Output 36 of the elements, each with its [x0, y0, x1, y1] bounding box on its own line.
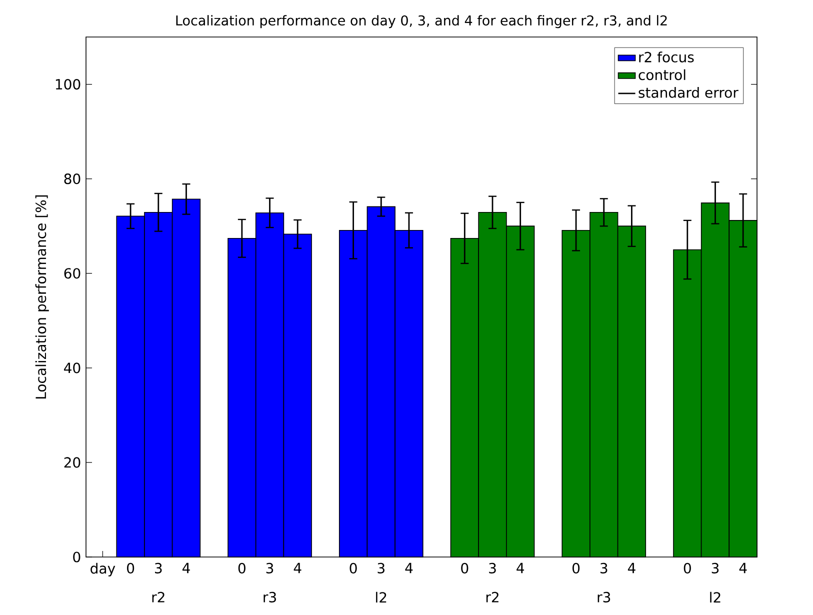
text: r2 [486, 592, 498, 602]
x-tick-label: 0 [572, 562, 580, 574]
y-tick-label: 0 [73, 552, 80, 562]
legend-label: r2 focus [639, 52, 694, 62]
x-tick-label: 4 [294, 562, 302, 574]
text: l2 [376, 592, 386, 603]
y-tick-label: 80 [64, 174, 80, 184]
y-axis-title: Localization performance [%] [35, 195, 49, 398]
x-tick-label: 3 [378, 562, 384, 574]
text: r3 [264, 592, 276, 602]
x-tick-label: 4 [405, 562, 413, 574]
y-tick-label: 100 [56, 78, 80, 90]
x-tick-label: 0 [684, 562, 691, 574]
x-tick-label: 3 [600, 562, 608, 574]
annotation: standard error [638, 87, 738, 98]
x-tick-label: 4 [739, 562, 747, 574]
y-tick-label: 40 [64, 362, 80, 374]
x-tick-label: 0 [127, 562, 134, 574]
x-tick-label: 0 [350, 562, 357, 574]
y-tick-label: 60 [64, 268, 80, 279]
text: l2 [710, 592, 720, 603]
x-tick-label: 0 [238, 562, 246, 574]
x-tick-label: 3 [155, 562, 162, 574]
legend-label: control [638, 69, 686, 80]
chart-title: Localization performance on day 0, 3, and 4 for each finger r2, r3, and l2 [176, 15, 667, 28]
x-tick-label: 3 [489, 562, 496, 574]
text: r3 [598, 592, 610, 602]
y-tick-label: 20 [64, 457, 80, 468]
text: r2 [152, 592, 164, 602]
x-tick-label: 4 [182, 562, 190, 574]
x-tick-label: 4 [516, 562, 524, 574]
x-tick-label: 0 [461, 562, 468, 574]
x-tick-label: 4 [628, 562, 636, 574]
x-tick-label: 3 [266, 562, 274, 574]
x-tick-label: day [90, 562, 116, 576]
x-tick-label: 3 [712, 562, 719, 574]
